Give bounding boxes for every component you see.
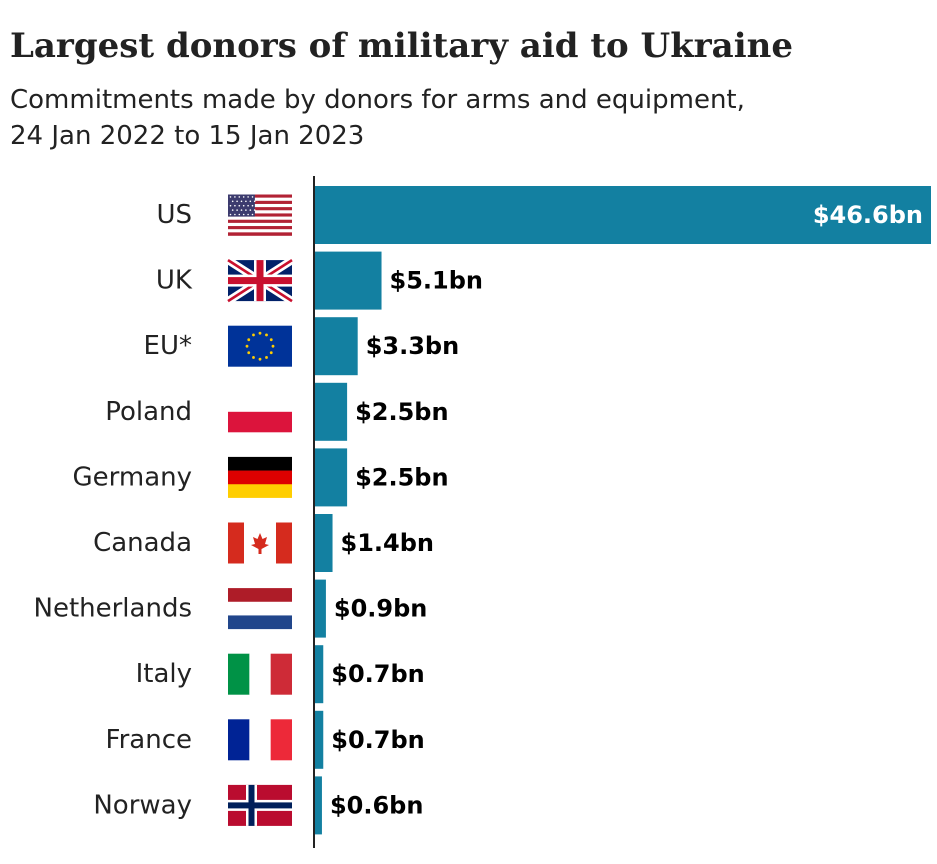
uk-flag-icon <box>225 256 295 305</box>
subtitle-line-1: Commitments made by donors for arms and … <box>10 85 745 115</box>
category-label: UK <box>156 266 193 296</box>
value-label: $2.5bn <box>355 463 448 491</box>
category-label: Netherlands <box>34 594 193 624</box>
category-label: Poland <box>105 397 192 427</box>
eu-flag-icon <box>228 325 292 367</box>
value-label: $0.9bn <box>334 595 427 623</box>
category-label: France <box>106 725 192 755</box>
bar <box>314 776 322 835</box>
category-label: Italy <box>136 659 192 689</box>
bar <box>314 317 358 376</box>
poland-flag-icon <box>228 391 292 433</box>
bar <box>314 186 931 244</box>
chart-title: Largest donors of military aid to Ukrain… <box>10 26 793 66</box>
value-label: $0.7bn <box>331 726 424 754</box>
bar <box>314 251 382 310</box>
category-label: Germany <box>72 462 192 492</box>
germany-flag-icon <box>228 456 292 498</box>
category-label: EU* <box>144 331 192 361</box>
value-label: $0.7bn <box>331 660 424 688</box>
chart-subtitle: Commitments made by donors for arms and … <box>10 82 745 154</box>
bar <box>314 710 324 769</box>
norway-flag-icon <box>228 784 292 826</box>
bar <box>314 645 324 704</box>
category-label: Canada <box>93 528 192 558</box>
bar <box>314 382 348 441</box>
value-label: $0.6bn <box>330 791 423 819</box>
category-label: Norway <box>93 790 192 820</box>
subtitle-line-2: 24 Jan 2022 to 15 Jan 2023 <box>10 121 365 151</box>
france-flag-icon <box>228 719 292 761</box>
us-flag-icon <box>228 194 292 236</box>
netherlands-flag-icon <box>228 588 292 630</box>
value-label: $2.5bn <box>355 398 448 426</box>
value-label: $46.6bn <box>813 201 923 229</box>
category-label: US <box>156 200 192 230</box>
value-label: $1.4bn <box>341 529 434 557</box>
bar <box>314 448 348 507</box>
bar <box>314 514 333 572</box>
italy-flag-icon <box>228 653 292 695</box>
value-label: $5.1bn <box>390 267 483 295</box>
value-label: $3.3bn <box>366 332 459 360</box>
canada-flag-icon <box>228 522 292 564</box>
bar <box>314 579 326 638</box>
